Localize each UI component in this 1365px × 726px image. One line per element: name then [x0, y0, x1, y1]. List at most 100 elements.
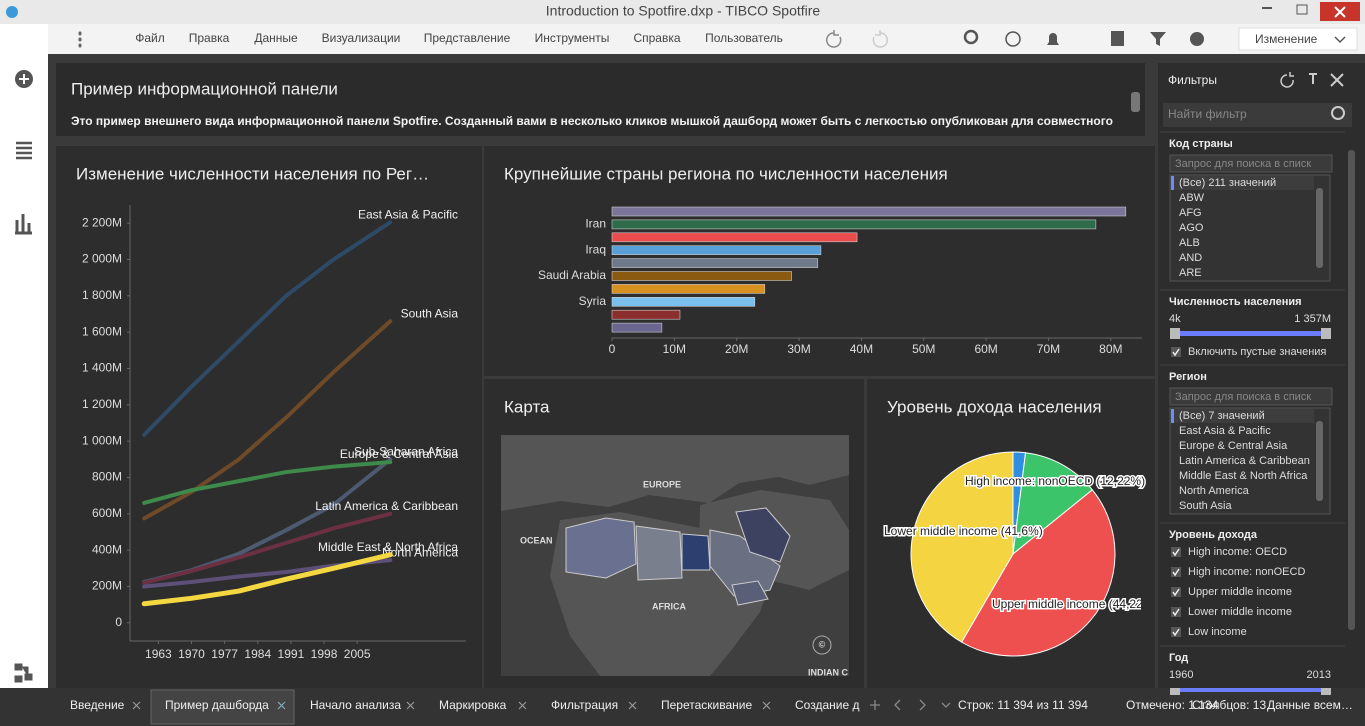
x-tick-label: 40M — [850, 342, 873, 356]
x-tick-label: 2005 — [344, 647, 371, 661]
menu-item[interactable]: Справка — [633, 31, 680, 45]
tab-label[interactable]: Начало анализа — [310, 698, 401, 712]
tab-close[interactable] — [406, 701, 415, 710]
checkbox-label: Upper middle income — [1188, 586, 1292, 598]
list-scroll[interactable] — [1316, 188, 1323, 268]
flow-icon[interactable] — [14, 663, 33, 683]
range-handle[interactable] — [1170, 684, 1180, 695]
pie-clip — [1141, 590, 1155, 620]
menu-item[interactable]: Файл — [135, 31, 165, 45]
settings-icon[interactable] — [1190, 32, 1204, 46]
list-item[interactable]: ALB — [1179, 237, 1200, 249]
list-selected — [1171, 176, 1314, 190]
menu-item[interactable]: Визуализации — [322, 31, 401, 45]
filter-close[interactable] — [1330, 73, 1344, 87]
filter-icon[interactable] — [1150, 32, 1166, 46]
list-item[interactable]: (Все) 7 значений — [1179, 410, 1265, 422]
bar — [611, 309, 681, 320]
map-country — [731, 580, 769, 606]
bookmark-icon[interactable] — [1111, 31, 1124, 46]
range-handle[interactable] — [1321, 684, 1331, 695]
tab-nav[interactable] — [870, 699, 951, 711]
tab-close[interactable] — [132, 701, 141, 710]
checkbox-label: Low income — [1188, 626, 1247, 638]
bar — [611, 322, 663, 333]
pie-title: Уровень дохода населения — [887, 397, 1102, 416]
y-tick-label: 400M — [92, 542, 122, 556]
undo[interactable] — [825, 30, 842, 48]
map-country — [709, 529, 781, 597]
list-item[interactable]: AGO — [1179, 222, 1204, 234]
list-item[interactable]: Europe & Central Asia — [1179, 440, 1288, 452]
mode-label: Изменение — [1255, 32, 1318, 46]
checkbox[interactable] — [1171, 607, 1181, 617]
redo[interactable] — [872, 30, 889, 48]
mode-dropdown[interactable] — [1238, 27, 1358, 51]
window-title: Introduction to Spotfire.dxp - TIBCO Spo… — [546, 3, 821, 19]
list-item[interactable]: ARE — [1179, 267, 1202, 279]
page-title: Пример информационной панели — [71, 79, 338, 98]
menu-item[interactable]: Пользователь — [705, 31, 783, 45]
range-max: 1 357M — [1294, 313, 1331, 325]
list-item[interactable]: North America — [1179, 485, 1250, 497]
tab-close[interactable] — [277, 701, 286, 710]
menu-item[interactable]: Правка — [189, 31, 230, 45]
tab-label[interactable]: Маркировка — [439, 698, 507, 712]
tab-close[interactable] — [518, 701, 527, 710]
tab-close[interactable] — [628, 701, 637, 710]
list-item[interactable]: Latin America & Caribbean — [1179, 455, 1310, 467]
line-series — [142, 220, 393, 437]
list-item[interactable]: AFG — [1179, 207, 1202, 219]
checkbox[interactable] — [1171, 627, 1181, 637]
menu-item[interactable]: Инструменты — [535, 31, 610, 45]
y-tick-label: 2 000M — [82, 252, 122, 266]
series-label: Sub-Saharan Africa — [354, 445, 458, 459]
checkmark — [1172, 568, 1180, 577]
pin-icon[interactable] — [1309, 73, 1317, 84]
filter-search[interactable] — [1163, 103, 1352, 127]
tab-label[interactable]: Создание д — [795, 698, 859, 712]
checkbox[interactable] — [1171, 547, 1181, 557]
list-search[interactable] — [1169, 387, 1333, 406]
reset-icon[interactable] — [1280, 72, 1294, 88]
range-handle[interactable] — [1170, 328, 1180, 339]
list-item[interactable]: Middle East & North Africa — [1179, 470, 1308, 482]
checkbox[interactable] — [1171, 347, 1181, 357]
tab-label[interactable]: Фильтрация — [551, 698, 618, 712]
globe-icon[interactable] — [1005, 31, 1021, 47]
tab-close[interactable] — [762, 701, 771, 710]
range-min: 1960 — [1169, 669, 1193, 681]
tab-label[interactable]: Пример дашборда — [165, 698, 269, 712]
filter-scrollbar[interactable] — [1348, 150, 1355, 630]
minimize[interactable] — [1262, 7, 1272, 9]
viz-icon[interactable] — [15, 214, 32, 235]
list-item[interactable]: ABW — [1179, 192, 1205, 204]
tab-label[interactable]: Введение — [70, 698, 125, 712]
y-tick-label: 1 200M — [82, 397, 122, 411]
restore[interactable] — [1296, 4, 1308, 15]
list-item[interactable]: South Asia — [1179, 500, 1232, 512]
list-scroll[interactable] — [1316, 421, 1323, 501]
search-icon[interactable] — [963, 29, 979, 45]
menu-item[interactable]: Данные — [254, 31, 298, 45]
bar — [611, 206, 1127, 217]
map-attribution[interactable] — [812, 635, 832, 655]
list-search[interactable] — [1169, 154, 1333, 173]
data-icon[interactable] — [16, 141, 32, 160]
tab-label[interactable]: Перетаскивание — [661, 698, 752, 712]
list-item[interactable]: (Все) 211 значений — [1179, 177, 1276, 189]
menu-item[interactable]: Представление — [424, 31, 511, 45]
filter-section-title: Код страны — [1169, 138, 1233, 150]
checkbox[interactable] — [1171, 567, 1181, 577]
list-item[interactable]: East Asia & Pacific — [1179, 425, 1271, 437]
scrollbar[interactable] — [1131, 92, 1140, 112]
x-tick-label: 70M — [1037, 342, 1060, 356]
x-tick-label: 1963 — [145, 647, 172, 661]
range-handle[interactable] — [1321, 328, 1331, 339]
list-item[interactable]: AND — [1179, 252, 1202, 264]
checkmark — [1172, 608, 1180, 617]
bell-icon[interactable] — [1047, 33, 1059, 45]
status-item: Строк: 11 394 из 11 394 — [958, 698, 1088, 712]
map — [501, 435, 849, 676]
checkbox[interactable] — [1171, 587, 1181, 597]
